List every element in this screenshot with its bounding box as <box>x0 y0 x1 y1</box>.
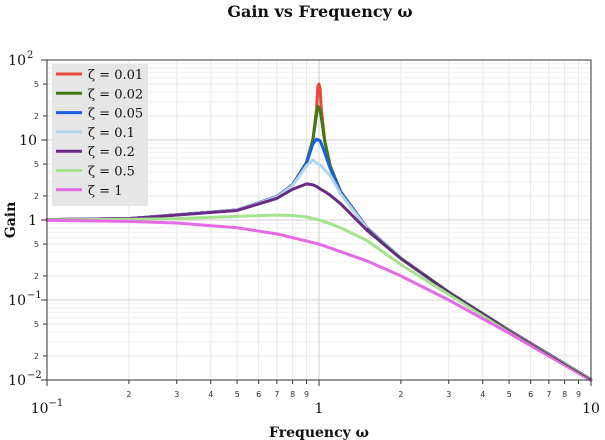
legend: ζ = 0.01 ζ = 0.02 ζ = 0.05 ζ = 0.1 ζ = 0.2 ζ … <box>52 64 148 206</box>
x-tick-label: 9 <box>576 390 581 399</box>
series-line <box>45 213 593 382</box>
x-tick-label: 4 <box>480 390 485 399</box>
x-tick-label: 7 <box>546 390 551 399</box>
legend-label: ζ = 0.5 <box>88 165 135 180</box>
y-tick-label: 2 <box>34 352 39 361</box>
legend-box <box>52 64 148 206</box>
x-tick-label: 2 <box>398 390 403 399</box>
series-asymptote-overlay <box>366 227 592 381</box>
x-tick-label: 8 <box>290 390 295 399</box>
x-tick-label: 3 <box>174 390 179 399</box>
y-tick-label-major: 10 <box>19 133 37 149</box>
x-tick-label: 6 <box>256 390 261 399</box>
x-tick-label: 5 <box>235 390 240 399</box>
x-tick-label: 9 <box>304 390 309 399</box>
x-axis-label: Frequency ω <box>269 425 369 440</box>
y-tick-label: 2 <box>34 272 39 281</box>
legend-label: ζ = 0.1 <box>88 126 135 141</box>
y-tick-label: 5 <box>34 160 39 169</box>
x-tick-label: 3 <box>446 390 451 399</box>
y-tick-label: 5 <box>34 320 39 329</box>
legend-label: ζ = 0.05 <box>88 107 143 122</box>
y-tick-label-exponent: −1 <box>27 290 42 301</box>
legend-label: ζ = 0.02 <box>88 87 143 102</box>
y-tick-label: 2 <box>34 192 39 201</box>
y-tick-label: 5 <box>34 80 39 89</box>
x-tick-label: 8 <box>562 390 567 399</box>
x-tick-label: 6 <box>528 390 533 399</box>
x-tick-label-major: 10−1 <box>31 398 64 417</box>
series-line <box>45 218 593 382</box>
x-tick-label: 2 <box>126 390 131 399</box>
y-tick-label-major: 10 <box>8 293 26 309</box>
x-tick-label-major: 10 <box>582 401 600 417</box>
x-tick-label: 4 <box>208 390 213 399</box>
legend-label: ζ = 0.2 <box>88 145 135 160</box>
chart-title: Gain vs Frequency ω <box>227 2 412 21</box>
plot-series <box>45 82 593 382</box>
y-tick-label-exponent: 2 <box>27 50 33 61</box>
x-tick-label: 5 <box>507 390 512 399</box>
legend-label: ζ = 0.01 <box>88 68 143 83</box>
y-axis-label: Gain <box>3 202 19 239</box>
y-tick-label-major: 10 <box>8 373 26 389</box>
y-tick-label-major: 10 <box>8 53 26 69</box>
x-tick-label-major: 1 <box>315 401 324 417</box>
x-tick-label: 7 <box>274 390 279 399</box>
y-tick-label-exponent: −2 <box>27 370 42 381</box>
y-tick-label-major: 1 <box>28 213 37 229</box>
legend-label: ζ = 1 <box>88 184 122 199</box>
y-tick-label: 2 <box>34 112 39 121</box>
series-line <box>45 182 593 382</box>
y-tick-label: 5 <box>34 240 39 249</box>
